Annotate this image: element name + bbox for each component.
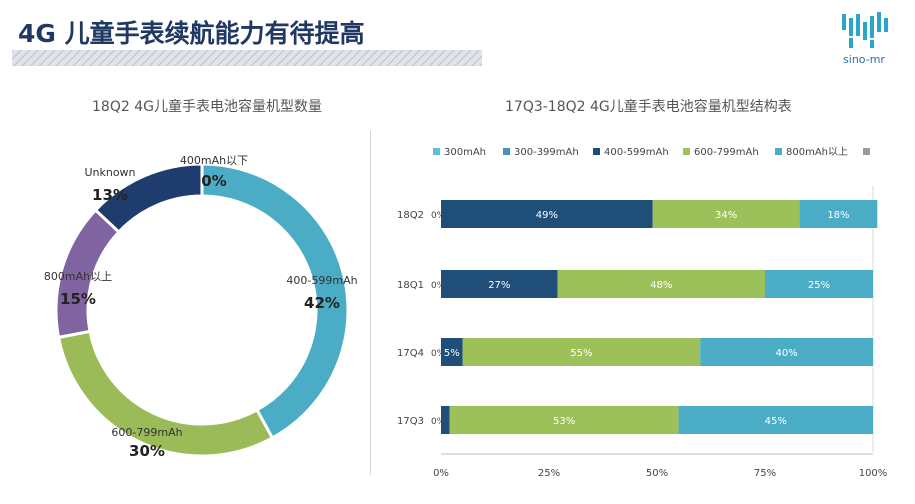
bar-segment — [652, 200, 800, 228]
donut-slice — [93, 162, 204, 235]
sino-mr-logo: sino-mr — [842, 12, 888, 66]
legend-label: 300mAh — [444, 147, 486, 158]
legend-swatch — [775, 148, 782, 155]
bar-segment — [765, 270, 873, 298]
bar-value-label: 25% — [808, 280, 830, 291]
chart-divider — [370, 130, 371, 475]
bar-value-label: 5% — [444, 348, 460, 359]
legend-label: 600-799mAh — [694, 147, 759, 158]
category-label: 18Q1 — [397, 280, 424, 291]
donut-slice-label: Unknown — [84, 166, 135, 179]
bar-segment — [462, 338, 701, 366]
donut-slice — [200, 162, 350, 440]
x-tick-label: 0% — [433, 468, 449, 479]
legend-swatch — [593, 148, 600, 155]
bar-value-label: 53% — [553, 416, 575, 427]
bar-value-label: 27% — [488, 280, 510, 291]
bar-chart-title: 17Q3-18Q2 4G儿童手表电池容量机型结构表 — [505, 99, 792, 115]
bar-value-label: 40% — [775, 348, 797, 359]
donut-slice-label: 600-799mAh — [111, 426, 182, 439]
bar-value-label: 48% — [650, 280, 672, 291]
legend-swatch — [683, 148, 690, 155]
donut-chart: 400mAh以下 0% 400-599mAh 42% 600-799mAh 30% 800m… — [44, 154, 358, 460]
donut-slice-label: 800mAh以上 — [44, 270, 112, 283]
bar-segment — [441, 200, 653, 228]
bar-segment — [799, 200, 878, 228]
donut-slice-value: 0% — [201, 172, 226, 190]
bar-segment — [700, 338, 873, 366]
bar-segment — [678, 406, 873, 434]
bar-value-label: 18% — [827, 210, 849, 221]
donut-slice-label: 400mAh以下 — [180, 154, 248, 167]
category-label: 17Q4 — [397, 348, 424, 359]
legend-swatch — [503, 148, 510, 155]
x-tick-label: 75% — [754, 468, 776, 479]
x-tick-label: 100% — [859, 468, 888, 479]
legend-swatch — [433, 148, 440, 155]
donut-slice-label: 400-599mAh — [286, 274, 357, 287]
bar-segment — [449, 406, 679, 434]
donut-slice-value: 13% — [92, 186, 128, 204]
bar-value-label: 0% — [431, 211, 446, 221]
page-title: 4G 儿童手表续航能力有待提高 — [18, 19, 365, 48]
x-tick-label: 25% — [538, 468, 560, 479]
stacked-bar-chart: 300mAh 300-399mAh 400-599mAh 600-799mAh 800m… — [397, 146, 888, 479]
x-tick-label: 50% — [646, 468, 668, 479]
bar-value-label: 49% — [536, 210, 558, 221]
bar-segment — [441, 338, 463, 366]
bar-value-label: 34% — [715, 210, 737, 221]
bar-value-label: 45% — [765, 416, 787, 427]
donut-slice-value: 15% — [60, 290, 96, 308]
bar-value-label: 0% — [431, 349, 446, 359]
bar-segment — [557, 270, 765, 298]
donut-chart-title: 18Q2 4G儿童手表电池容量机型数量 — [92, 99, 322, 115]
donut-slice-value: 42% — [304, 294, 340, 312]
legend-label: 800mAh以上 — [786, 146, 848, 158]
legend-label: 300-399mAh — [514, 147, 579, 158]
bar-value-label: 0% — [431, 417, 446, 427]
bar-segment — [441, 406, 450, 434]
legend-label: 400-599mAh — [604, 147, 669, 158]
category-label: 18Q2 — [397, 210, 424, 221]
bar-segment — [441, 270, 558, 298]
donut-slice-value: 30% — [129, 442, 165, 460]
category-label: 17Q3 — [397, 416, 424, 427]
bar-value-label: 0% — [431, 281, 446, 291]
bar-value-label: 55% — [570, 348, 592, 359]
logo-text: sino-mr — [843, 53, 885, 66]
legend-swatch — [863, 148, 870, 155]
title-underline — [12, 50, 482, 66]
